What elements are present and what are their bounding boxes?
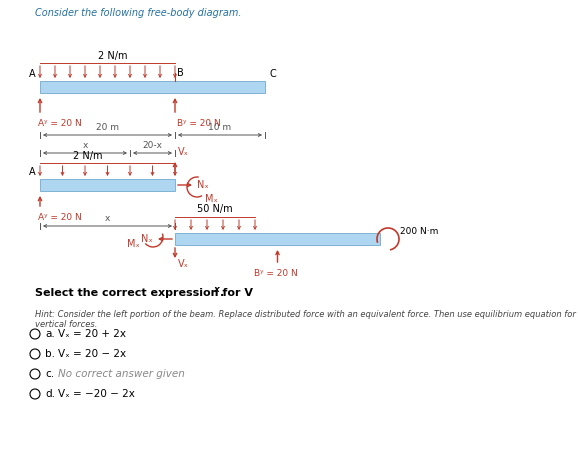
- Text: Vₓ = 20 + 2x: Vₓ = 20 + 2x: [58, 329, 126, 339]
- Text: 2 N/m: 2 N/m: [73, 151, 102, 161]
- Text: Vₓ: Vₓ: [178, 259, 189, 269]
- Text: 20-x: 20-x: [143, 141, 162, 150]
- Text: Bʸ = 20 N: Bʸ = 20 N: [254, 269, 297, 278]
- Text: B: B: [177, 68, 184, 78]
- Text: Aʸ = 20 N: Aʸ = 20 N: [38, 213, 81, 222]
- Text: Hint: Consider the left portion of the beam. Replace distributed force with an e: Hint: Consider the left portion of the b…: [35, 310, 576, 329]
- Text: Mₓ: Mₓ: [205, 194, 218, 204]
- Text: C: C: [269, 69, 276, 79]
- Text: 50 N/m: 50 N/m: [197, 204, 233, 214]
- Text: c.: c.: [45, 369, 54, 379]
- Text: 10 m: 10 m: [209, 123, 232, 132]
- Text: a.: a.: [45, 329, 55, 339]
- Text: Nₓ: Nₓ: [141, 234, 153, 244]
- Text: A: A: [29, 69, 36, 79]
- Text: Select the correct expression for V: Select the correct expression for V: [35, 288, 253, 298]
- Text: d.: d.: [45, 389, 55, 399]
- Text: Vₓ = −20 − 2x: Vₓ = −20 − 2x: [58, 389, 135, 399]
- Text: Vₓ: Vₓ: [178, 147, 189, 157]
- Text: b.: b.: [45, 349, 55, 359]
- Text: Mₓ: Mₓ: [127, 239, 140, 249]
- Text: x: x: [105, 214, 110, 223]
- Text: 200 N·m: 200 N·m: [400, 226, 438, 236]
- Text: Vₓ = 20 − 2x: Vₓ = 20 − 2x: [58, 349, 126, 359]
- Text: Nₓ: Nₓ: [197, 180, 209, 190]
- Bar: [175, 233, 380, 245]
- Text: Aʸ = 20 N: Aʸ = 20 N: [38, 119, 81, 128]
- Text: A: A: [29, 167, 36, 177]
- Text: 2 N/m: 2 N/m: [98, 51, 127, 61]
- Bar: [40, 179, 175, 191]
- Text: Bʸ = 20 N: Bʸ = 20 N: [177, 119, 221, 128]
- Text: 20 m: 20 m: [96, 123, 119, 132]
- Text: Consider the following free-body diagram.: Consider the following free-body diagram…: [35, 8, 242, 18]
- Text: .: .: [220, 288, 224, 298]
- Bar: [40, 81, 265, 93]
- Text: No correct answer given: No correct answer given: [58, 369, 185, 379]
- Text: x: x: [213, 285, 218, 294]
- Text: x: x: [82, 141, 88, 150]
